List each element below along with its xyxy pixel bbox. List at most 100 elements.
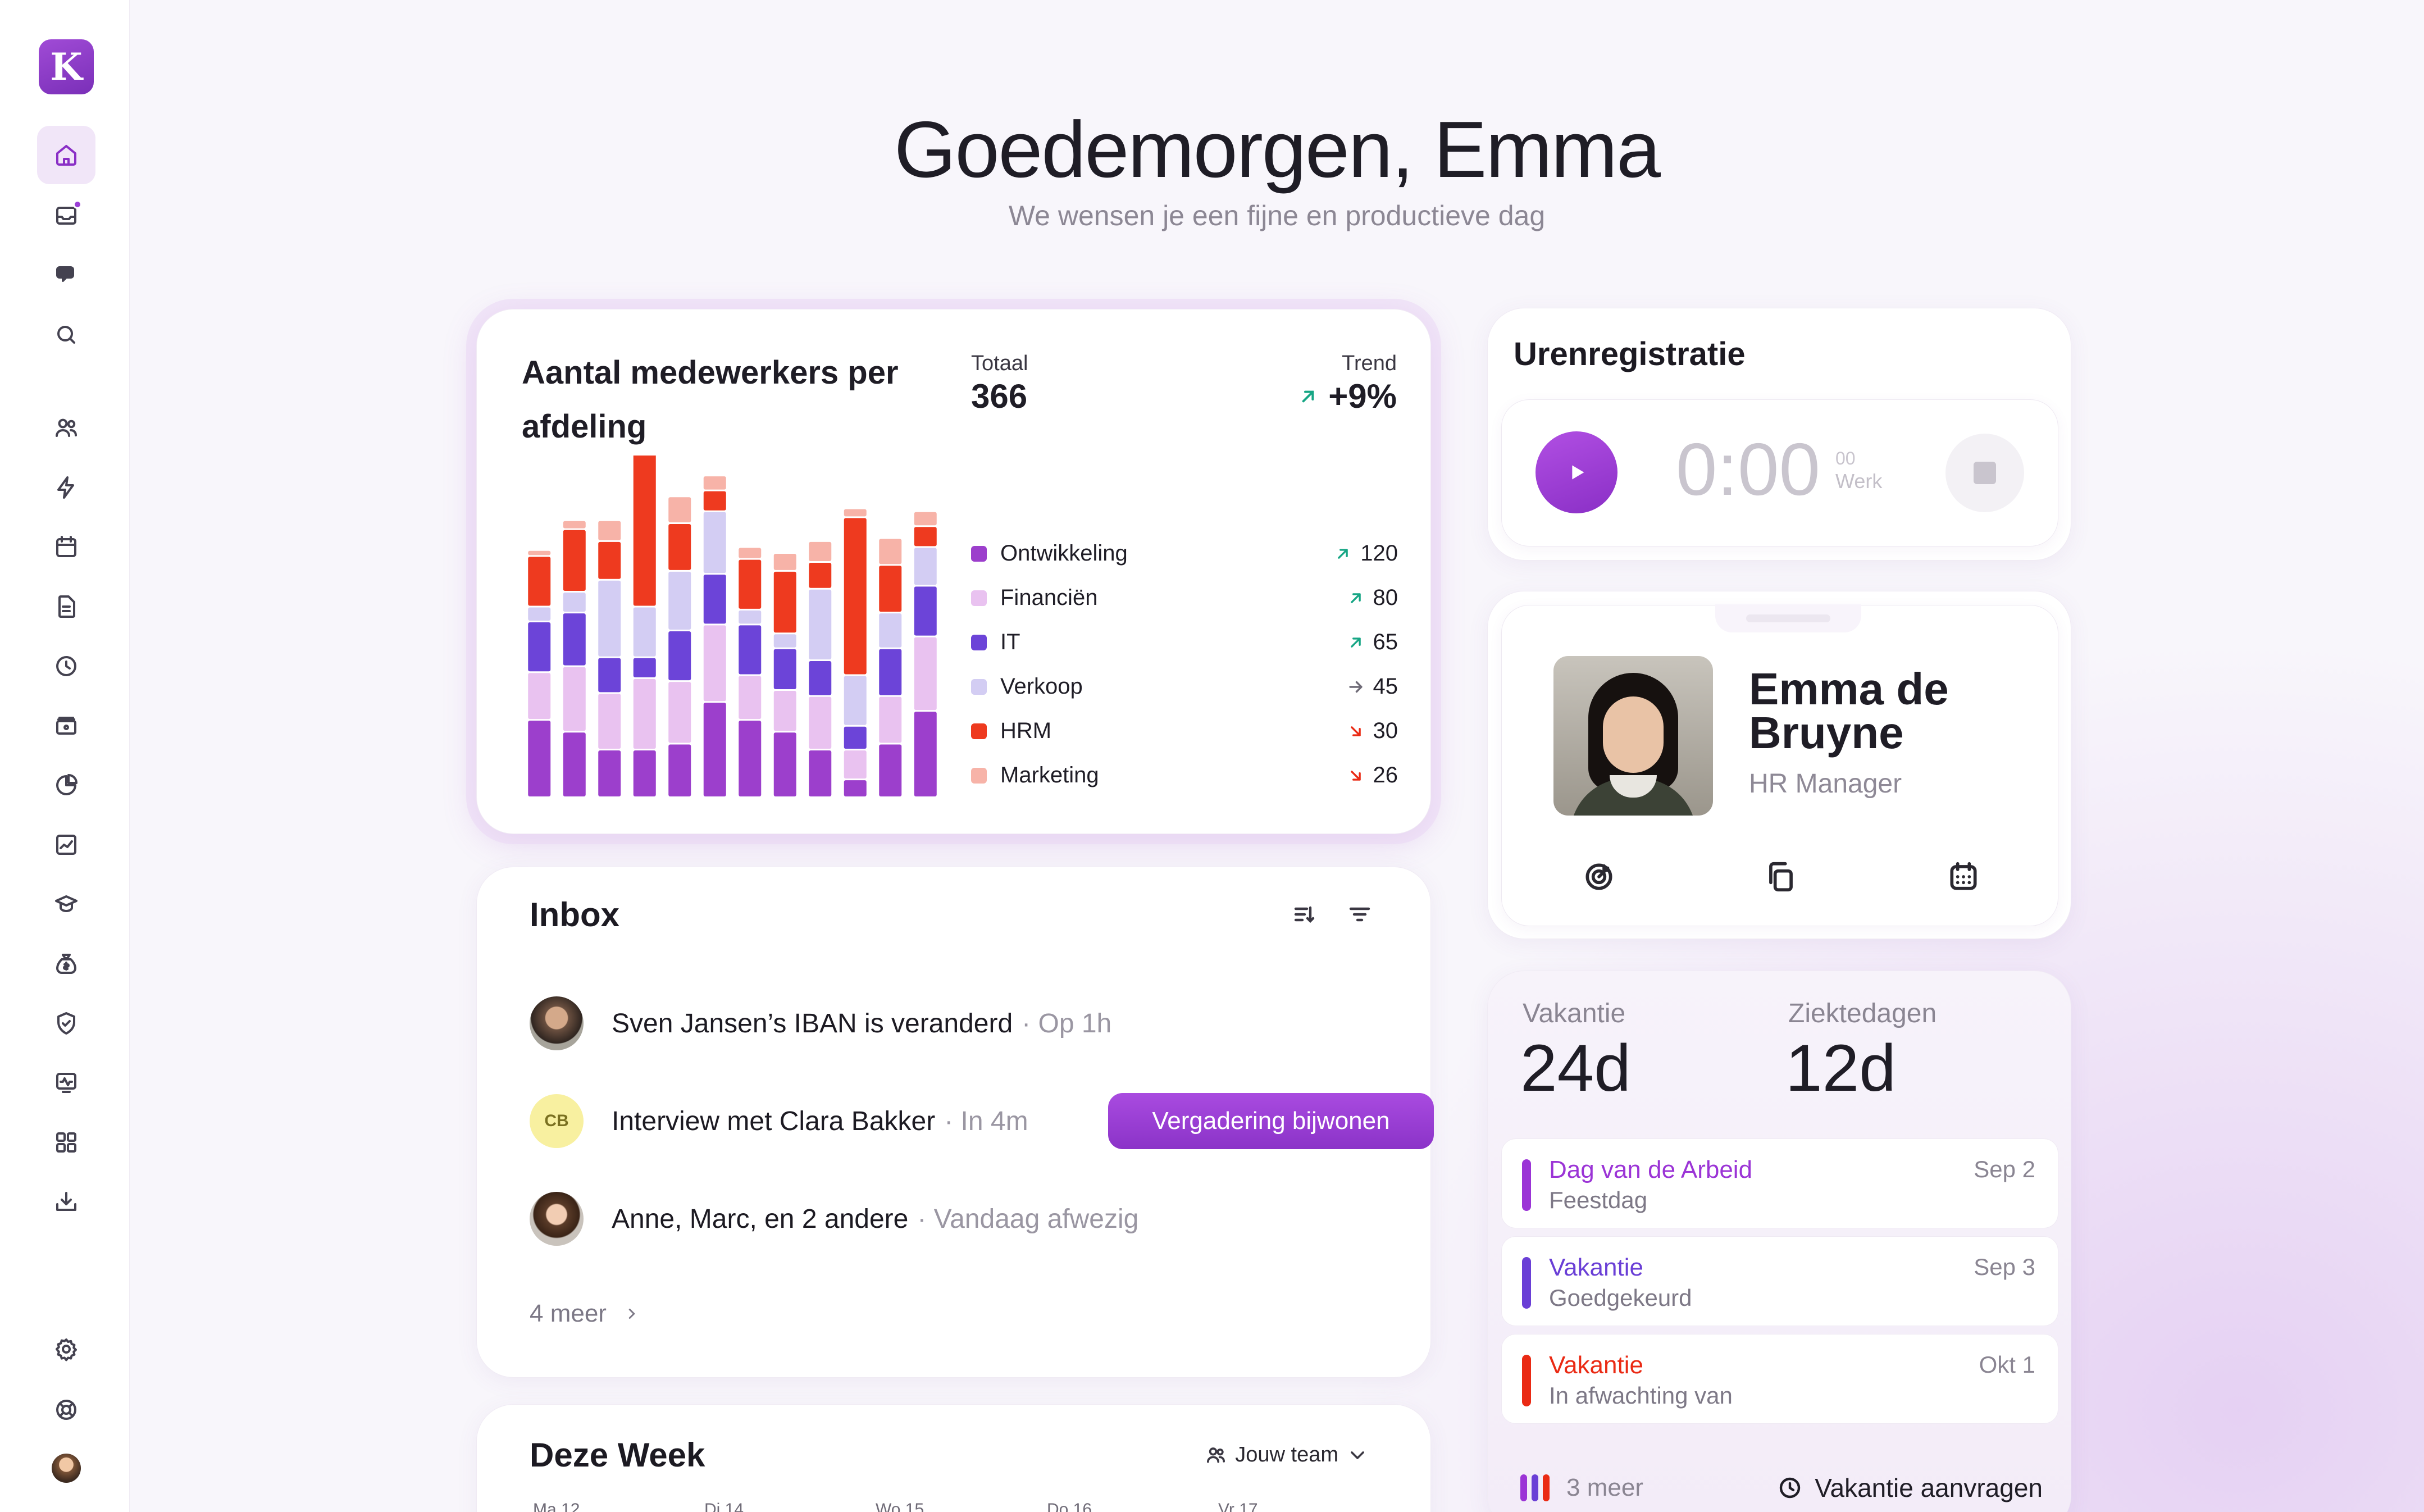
nav-calendar[interactable] — [37, 518, 95, 576]
nav-downloads[interactable] — [37, 1173, 95, 1231]
trend-down-icon — [1350, 770, 1361, 781]
leave-more-link[interactable]: 3 meer — [1520, 1474, 1643, 1502]
nav-documents[interactable] — [37, 577, 95, 636]
legend-swatch — [971, 678, 987, 695]
bar-segment-ontwikkeling — [739, 721, 762, 796]
goals-button[interactable] — [1579, 857, 1619, 896]
legend-label: Marketing — [1000, 763, 1099, 787]
event-date: Sep 2 — [1974, 1156, 2035, 1182]
nav-wellbeing[interactable] — [37, 1054, 95, 1112]
nav-benefits[interactable] — [37, 935, 95, 993]
search-icon — [57, 326, 75, 344]
bar-segment-marketing — [844, 509, 867, 517]
sort-button[interactable] — [1291, 901, 1318, 928]
bar-segment-marketing — [563, 521, 586, 529]
bar-segment-verkoop — [809, 589, 832, 659]
event-color-bar — [1522, 1257, 1531, 1309]
stop-timer-button[interactable] — [1945, 434, 2024, 512]
nav-settings[interactable] — [37, 1320, 95, 1378]
bar-segment-verkoop — [703, 512, 726, 573]
bar-segment-ontwikkeling — [703, 703, 726, 796]
nav-reports[interactable] — [37, 756, 95, 814]
bar-segment-financiën — [528, 673, 551, 719]
nav-automations[interactable] — [37, 458, 95, 517]
nav-time[interactable] — [37, 637, 95, 695]
wallet-icon — [56, 717, 76, 735]
chart-legend: Ontwikkeling 120 Financiën 80 IT 65 Verkoop 45 H… — [971, 531, 1398, 798]
user-avatar[interactable] — [52, 1454, 81, 1483]
inbox-item-meta: · Vandaag afwezig — [917, 1204, 1139, 1234]
vacation-days: 24d — [1520, 1031, 1631, 1105]
department-chart-card: Aantal medewerkers per afdeling Totaal 3… — [476, 309, 1431, 834]
bar-segment-hrm — [668, 524, 691, 570]
trend-value: +9% — [1328, 377, 1397, 415]
team-select[interactable]: Jouw team — [1205, 1443, 1369, 1467]
profile-role: HR Manager — [1749, 769, 1902, 799]
play-icon — [1572, 465, 1584, 480]
inbox-item[interactable]: CB Interview met Clara Bakker · In 4m Ve… — [530, 1093, 1434, 1149]
day-label: Di 14 — [704, 1500, 744, 1512]
legend-count: 65 — [1373, 630, 1398, 654]
bar-segment-verkoop — [773, 634, 796, 648]
trend-up-icon — [1350, 637, 1361, 648]
nav-compliance[interactable] — [37, 994, 95, 1053]
bar-segment-it — [563, 613, 586, 666]
event-subtitle: Feestdag — [1549, 1187, 1648, 1213]
bar-segment-financiën — [809, 696, 832, 749]
total-label: Totaal — [971, 352, 1028, 375]
legend-item: HRM 30 — [971, 709, 1398, 753]
leave-event[interactable]: Vakantie In afwachting van Okt 1 — [1501, 1334, 2058, 1424]
nav-chat[interactable] — [37, 246, 95, 304]
leave-card: Vakantie 24d Ziektedagen 12d Dag van de … — [1487, 971, 2071, 1512]
event-color-bar — [1522, 1355, 1531, 1406]
nav-search[interactable] — [37, 306, 95, 364]
nav-payroll[interactable] — [37, 696, 95, 755]
total-value: 366 — [971, 377, 1028, 415]
money-bag-icon — [56, 954, 76, 974]
nav-people[interactable] — [37, 399, 95, 457]
sidebar: K — [0, 0, 130, 1512]
event-subtitle: Goedgekeurd — [1549, 1285, 1692, 1311]
bar-segment-ontwikkeling — [668, 744, 691, 796]
bar-segment-financiën — [563, 667, 586, 731]
bar-segment-it — [773, 649, 796, 690]
bar-segment-verkoop — [563, 593, 586, 612]
bar-segment-marketing — [528, 550, 551, 555]
bar-segment-financiën — [773, 691, 796, 731]
inbox-item[interactable]: Anne, Marc, en 2 andere · Vandaag afwezi… — [530, 1191, 1138, 1247]
inbox-more-link[interactable]: 4 meer — [530, 1300, 640, 1328]
legend-item: Verkoop 45 — [971, 664, 1398, 709]
join-meeting-button[interactable]: Vergadering bijwonen — [1108, 1093, 1434, 1149]
legend-value: 65 — [1346, 630, 1398, 655]
request-leave-button[interactable]: Vakantie aanvragen — [1776, 1473, 2043, 1503]
bar-segment-it — [809, 661, 832, 695]
bar-segment-hrm — [809, 562, 832, 588]
bar-segment-financiën — [844, 750, 867, 779]
filter-icon — [1349, 907, 1370, 922]
nav-learning[interactable] — [37, 875, 95, 933]
nav-apps[interactable] — [37, 1113, 95, 1172]
nav-analytics[interactable] — [37, 816, 95, 874]
target-icon — [1585, 863, 1612, 890]
leave-event[interactable]: Dag van de Arbeid Feestdag Sep 2 — [1501, 1138, 2058, 1228]
timer-display: 0:00 — [1676, 428, 1820, 511]
bar-segment-financiën — [598, 694, 621, 749]
bar-segment-it — [668, 631, 691, 681]
pie-chart-icon — [56, 774, 78, 795]
calendar-button[interactable] — [1944, 857, 1983, 896]
inbox-item[interactable]: Sven Jansen’s IBAN is veranderd · Op 1h — [530, 995, 1111, 1051]
nav-home[interactable] — [37, 126, 95, 184]
legend-item: IT 65 — [971, 620, 1398, 664]
bar-segment-ontwikkeling — [809, 750, 832, 796]
stop-icon — [1974, 462, 1996, 484]
filter-button[interactable] — [1346, 901, 1373, 928]
bar-segment-ontwikkeling — [598, 750, 621, 796]
nav-help[interactable] — [37, 1381, 95, 1439]
start-timer-button[interactable] — [1535, 431, 1617, 513]
inbox-item-meta: · In 4m — [944, 1106, 1028, 1136]
documents-button[interactable] — [1761, 857, 1801, 896]
nav-inbox[interactable] — [37, 186, 95, 245]
legend-swatch — [971, 634, 987, 650]
app-logo[interactable]: K — [39, 39, 94, 94]
leave-event[interactable]: Vakantie Goedgekeurd Sep 3 — [1501, 1236, 2058, 1326]
